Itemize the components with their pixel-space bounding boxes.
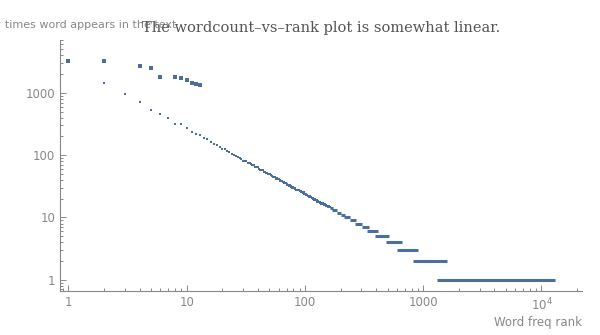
Title: The wordcount–vs–rank plot is somewhat linear.: The wordcount–vs–rank plot is somewhat l… [142, 21, 500, 35]
Text: # times word appears in the text: # times word appears in the text [0, 20, 176, 30]
X-axis label: Word freq rank: Word freq rank [494, 316, 582, 329]
